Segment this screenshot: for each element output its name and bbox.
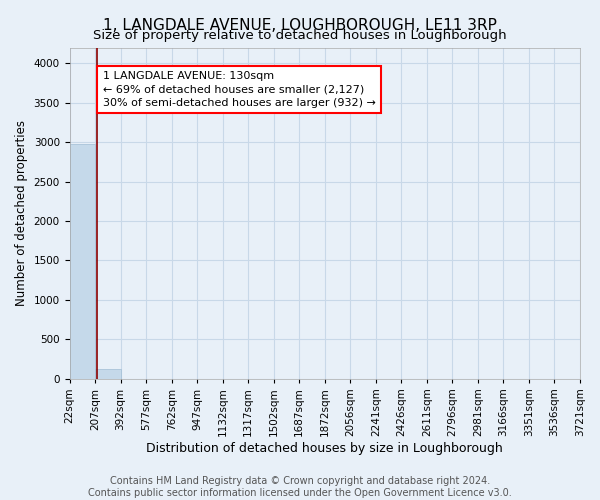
Text: 1 LANGDALE AVENUE: 130sqm
← 69% of detached houses are smaller (2,127)
30% of se: 1 LANGDALE AVENUE: 130sqm ← 69% of detac… [103, 71, 376, 108]
Text: 1, LANGDALE AVENUE, LOUGHBOROUGH, LE11 3RP: 1, LANGDALE AVENUE, LOUGHBOROUGH, LE11 3… [103, 18, 497, 32]
Bar [70, 144, 95, 378]
X-axis label: Distribution of detached houses by size in Loughborough: Distribution of detached houses by size … [146, 442, 503, 455]
Text: Contains HM Land Registry data © Crown copyright and database right 2024.
Contai: Contains HM Land Registry data © Crown c… [88, 476, 512, 498]
Y-axis label: Number of detached properties: Number of detached properties [15, 120, 28, 306]
Bar [95, 369, 121, 378]
Text: Size of property relative to detached houses in Loughborough: Size of property relative to detached ho… [93, 29, 507, 42]
